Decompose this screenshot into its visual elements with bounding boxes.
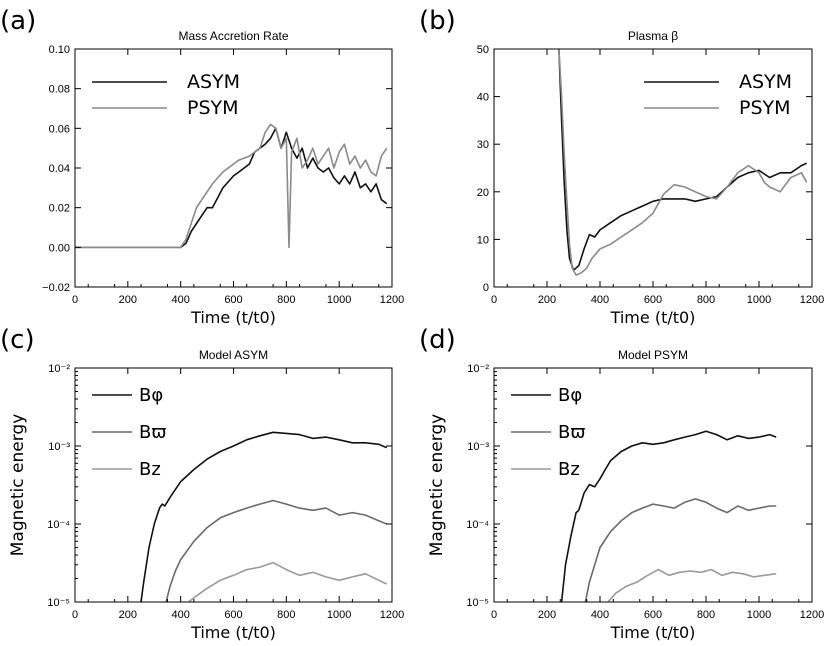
x-axis-label: Time (t/t0) — [610, 623, 696, 642]
legend-entry: Bφ — [139, 385, 163, 406]
y-tick-label: 0.02 — [49, 203, 70, 215]
y-tick-label: 50 — [477, 44, 489, 56]
panel-b: 0 200 400 600 800 1000 1200 0 10 20 30 40 50 (b) Plasm… — [419, 6, 824, 327]
series-line-b-1 — [558, 49, 808, 276]
panel-label: (c) — [0, 325, 35, 355]
x-tick-label: 400 — [171, 294, 189, 306]
x-tick-label: 0 — [72, 294, 78, 306]
panel-title: Model PSYM — [618, 348, 688, 362]
y-axis-label: Magnetic energy — [427, 414, 447, 556]
series-line-d-2 — [607, 568, 777, 602]
x-tick-label: 200 — [119, 609, 137, 621]
y-tick-label: 40 — [477, 92, 489, 104]
panel-a: 0 200 400 600 800 1000 1200 −0.02 0.00 0.02 0.04 0.… — [0, 6, 404, 327]
panel-label: (d) — [419, 325, 456, 355]
series-line-c-2 — [188, 561, 388, 602]
x-tick-label: 0 — [72, 609, 78, 621]
x-axis-label: Time (t/t0) — [190, 623, 276, 642]
legend-entry: Bφ — [558, 385, 582, 406]
legend-entry: ASYM — [739, 71, 792, 93]
y-tick-label: 0 — [483, 282, 489, 294]
legend-entry: Bz — [558, 459, 580, 480]
x-tick-label: 1000 — [327, 609, 351, 621]
panel-c: 0 200 400 600 800 1000 1200 10⁻⁵ 10⁻⁴ 10⁻³ 10⁻² (c)… — [0, 325, 404, 642]
x-tick-label: 1200 — [800, 609, 824, 621]
panel-label: (a) — [0, 6, 36, 36]
x-axis-label: Time (t/t0) — [610, 308, 696, 327]
x-tick-label: 0 — [491, 294, 497, 306]
x-tick-label: 800 — [697, 294, 715, 306]
x-tick-label: 1200 — [380, 609, 404, 621]
x-axis-label: Time (t/t0) — [190, 308, 276, 327]
x-tick-label: 600 — [224, 294, 242, 306]
x-tick-label: 600 — [644, 294, 662, 306]
legend-entry: Bϖ — [139, 422, 166, 443]
legend-entry: Bz — [139, 459, 161, 480]
legend-entry: PSYM — [187, 97, 239, 119]
y-tick-label: 0.00 — [49, 242, 70, 254]
x-tick-label: 800 — [277, 294, 295, 306]
legend: ASYM PSYM — [92, 71, 240, 119]
y-tick-label: 10⁻³ — [467, 441, 489, 453]
x-tick-label: 1200 — [380, 294, 404, 306]
y-tick-label: 10⁻⁴ — [466, 519, 489, 531]
panel-d: 0 200 400 600 800 1000 1200 10⁻⁵ 10⁻⁴ 10⁻³ 10⁻² (d)… — [419, 325, 824, 642]
plot-frame — [493, 367, 813, 603]
plot-frame — [74, 367, 393, 603]
legend: Bφ Bϖ Bz — [92, 385, 166, 480]
y-tick-label: 10⁻² — [48, 363, 70, 375]
x-tick-label: 0 — [491, 609, 497, 621]
x-tick-label: 800 — [697, 609, 715, 621]
y-tick-label: 0.06 — [49, 123, 70, 135]
panel-title: Mass Accretion Rate — [178, 29, 288, 43]
x-tick-label: 1200 — [800, 294, 824, 306]
y-tick-label: 10⁻⁵ — [47, 597, 70, 609]
x-tick-label: 400 — [591, 609, 609, 621]
y-axis-label: Magnetic energy — [8, 414, 28, 556]
legend-entry: Bϖ — [558, 422, 585, 443]
panel-label: (b) — [419, 6, 456, 36]
y-tick-label: 10 — [477, 234, 489, 246]
x-tick-label: 400 — [591, 294, 609, 306]
x-tick-label: 200 — [538, 609, 556, 621]
y-tick-label: 0.08 — [49, 84, 70, 96]
x-tick-label: 1000 — [747, 609, 771, 621]
panel-title: Plasma β — [628, 29, 678, 43]
legend-entry: ASYM — [187, 71, 240, 93]
y-tick-label: 0.04 — [49, 163, 70, 175]
x-tick-label: 1000 — [747, 294, 771, 306]
y-tick-label: 10⁻⁵ — [466, 597, 489, 609]
series-line-d-0 — [560, 430, 777, 602]
y-tick-label: −0.02 — [42, 282, 70, 294]
series-line-a-0 — [75, 127, 388, 249]
legend: Bφ Bϖ Bz — [511, 385, 585, 480]
x-tick-label: 600 — [224, 609, 242, 621]
legend-entry: PSYM — [739, 97, 791, 119]
x-tick-label: 200 — [538, 294, 556, 306]
y-tick-label: 0.10 — [49, 44, 70, 56]
x-tick-label: 400 — [171, 609, 189, 621]
legend: ASYM PSYM — [644, 71, 792, 119]
series-line-d-1 — [584, 498, 777, 602]
x-tick-label: 800 — [277, 609, 295, 621]
y-tick-label: 10⁻² — [467, 363, 489, 375]
x-tick-label: 600 — [644, 609, 662, 621]
series-line-c-1 — [165, 499, 388, 602]
y-tick-label: 20 — [477, 187, 489, 199]
y-tick-label: 30 — [477, 139, 489, 151]
y-tick-label: 10⁻⁴ — [47, 519, 70, 531]
x-tick-label: 200 — [119, 294, 137, 306]
x-tick-label: 1000 — [327, 294, 351, 306]
series-line-c-0 — [140, 431, 388, 602]
panel-title: Model ASYM — [199, 348, 268, 362]
y-tick-label: 10⁻³ — [48, 441, 70, 453]
series-line-a-1 — [75, 123, 388, 249]
